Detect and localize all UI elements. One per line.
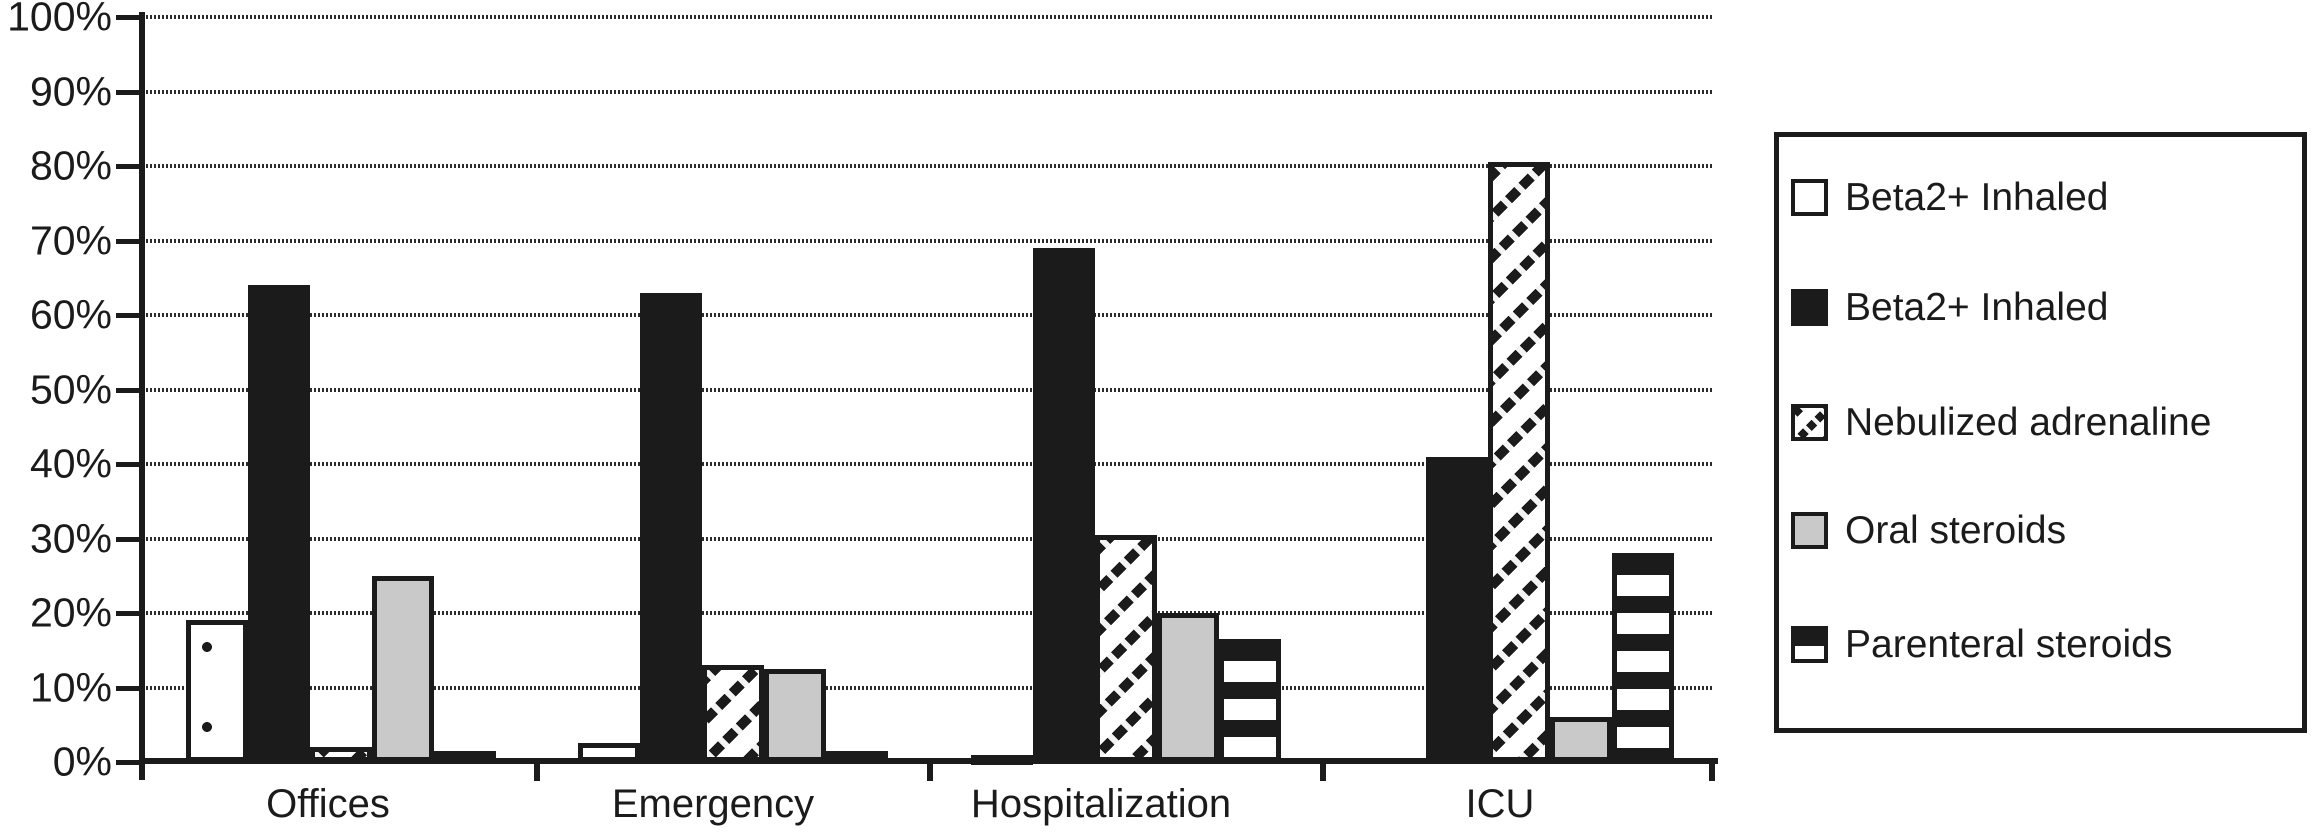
y-tick-label: 100% bbox=[7, 0, 112, 40]
y-axis-tick bbox=[116, 313, 142, 318]
legend-item: Nebulized adrenaline bbox=[1791, 402, 2211, 442]
gridline bbox=[146, 462, 1712, 466]
bar-diagonal-checker bbox=[1095, 535, 1157, 762]
gridline bbox=[146, 611, 1712, 615]
bar-solid-gray bbox=[1157, 613, 1219, 762]
legend-label: Beta2+ Inhaled bbox=[1845, 285, 2109, 329]
x-category-label: Emergency bbox=[611, 782, 815, 826]
legend-swatch-gray bbox=[1791, 511, 1828, 549]
y-axis-tick bbox=[116, 685, 142, 691]
y-tick-label: 60% bbox=[29, 291, 112, 338]
legend-label: Oral steroids bbox=[1845, 508, 2067, 552]
y-tick-label: 0% bbox=[52, 738, 112, 785]
bar-horizontal-black-stripes bbox=[434, 751, 496, 762]
x-category-label: Hospitalization bbox=[970, 782, 1232, 826]
legend: Beta2+ Inhaled Beta2+ Inhaled Nebulized ad… bbox=[1774, 132, 2307, 733]
y-axis-tick bbox=[116, 611, 142, 616]
gridline bbox=[146, 15, 1712, 19]
legend-item: Oral steroids bbox=[1791, 510, 2066, 550]
gridline bbox=[146, 685, 1712, 690]
y-axis-tick bbox=[116, 387, 142, 393]
gridline bbox=[146, 387, 1712, 392]
y-axis-tick bbox=[116, 89, 142, 95]
y-axis-tick bbox=[116, 760, 142, 765]
x-axis-tick bbox=[1320, 764, 1326, 781]
bar-diagonal-checker bbox=[310, 747, 372, 762]
y-tick-label: 10% bbox=[29, 664, 112, 710]
gridline bbox=[146, 313, 1712, 317]
y-tick-label: 50% bbox=[29, 366, 112, 412]
y-tick-label: 20% bbox=[29, 589, 112, 636]
x-axis-tick bbox=[1709, 764, 1715, 781]
gridline bbox=[146, 89, 1712, 94]
bar-solid-gray bbox=[764, 669, 826, 762]
legend-swatch-black-over-white bbox=[1791, 625, 1828, 663]
y-axis-line bbox=[139, 12, 145, 780]
y-tick-label: 40% bbox=[29, 440, 112, 487]
x-axis-line bbox=[139, 758, 1718, 764]
y-tick-label: 90% bbox=[29, 68, 112, 114]
y-tick-label: 30% bbox=[29, 515, 112, 561]
legend-label: Nebulized adrenaline bbox=[1845, 400, 2212, 444]
legend-item: Beta2+ Inhaled bbox=[1791, 287, 2108, 327]
legend-item: Beta2+ Inhaled bbox=[1791, 177, 2108, 217]
bar-white-with-sparse-dots bbox=[186, 620, 248, 762]
gridline bbox=[146, 238, 1712, 243]
y-tick-label: 80% bbox=[29, 142, 112, 189]
bar-solid-black bbox=[640, 293, 702, 762]
bar-white-with-sparse-dots bbox=[971, 755, 1033, 765]
bar-horizontal-black-stripes bbox=[826, 751, 888, 762]
y-axis-tick bbox=[116, 238, 142, 244]
bar-solid-black bbox=[1033, 248, 1095, 762]
x-axis-tick bbox=[927, 764, 933, 781]
y-axis-tick bbox=[116, 164, 142, 169]
bar-diagonal-checker bbox=[1488, 162, 1550, 762]
x-axis-tick bbox=[534, 764, 540, 781]
bar-solid-gray bbox=[372, 576, 434, 762]
y-tick-label: 70% bbox=[29, 217, 112, 263]
x-category-label: ICU bbox=[1465, 782, 1535, 826]
bar-solid-black bbox=[248, 285, 310, 762]
legend-label: Beta2+ Inhaled bbox=[1845, 175, 2109, 219]
gridline bbox=[146, 536, 1712, 541]
bar-white-with-sparse-dots bbox=[578, 743, 640, 762]
legend-label: Parenteral steroids bbox=[1845, 622, 2173, 666]
y-axis-tick bbox=[116, 536, 142, 542]
bar-horizontal-black-stripes bbox=[1219, 639, 1281, 762]
bar-horizontal-black-stripes bbox=[1612, 553, 1674, 762]
bar-solid-gray bbox=[1550, 717, 1612, 762]
x-category-label: Offices bbox=[266, 782, 390, 826]
legend-swatch-diagonal-checker bbox=[1791, 403, 1828, 441]
bar-solid-black bbox=[1426, 457, 1488, 762]
gridline bbox=[146, 164, 1712, 168]
y-axis-tick bbox=[116, 462, 142, 467]
bar-diagonal-checker bbox=[702, 665, 764, 762]
legend-swatch-black bbox=[1791, 288, 1828, 326]
legend-item: Parenteral steroids bbox=[1791, 624, 2172, 664]
y-axis-tick bbox=[116, 15, 142, 20]
legend-swatch-white bbox=[1791, 178, 1828, 216]
